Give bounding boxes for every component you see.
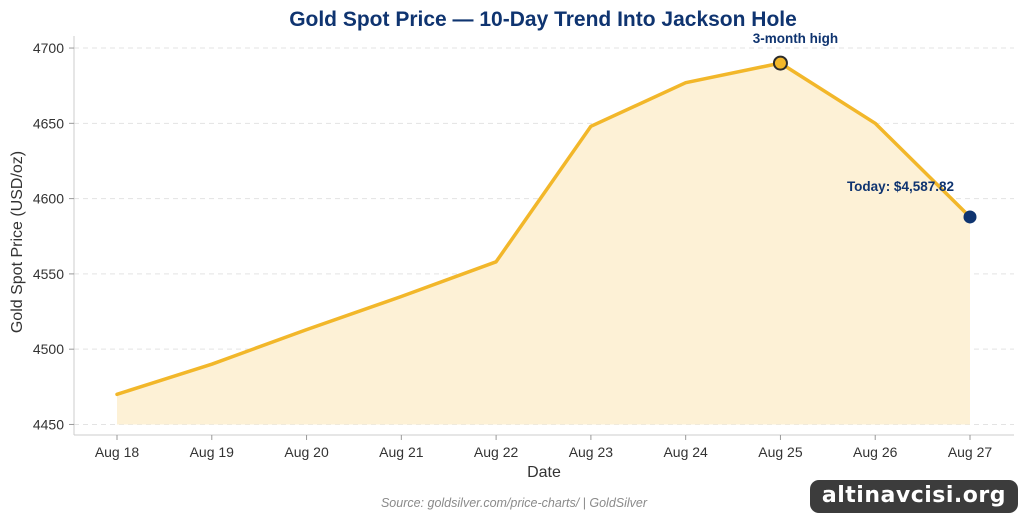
x-tick-label: Aug 24: [663, 444, 708, 460]
x-tick-label: Aug 26: [853, 444, 898, 460]
high-marker: [772, 55, 788, 71]
today-marker: [963, 210, 977, 224]
x-tick-label: Aug 22: [474, 444, 519, 460]
y-tick-label: 4550: [33, 266, 64, 282]
y-axis-label: Gold Spot Price (USD/oz): [9, 151, 26, 333]
x-tick-label: Aug 19: [190, 444, 235, 460]
chart-title: Gold Spot Price — 10-Day Trend Into Jack…: [289, 8, 797, 31]
annotation-today: Today: $4,587.82: [847, 179, 954, 194]
area-fill: [117, 63, 970, 425]
x-tick-label: Aug 27: [948, 444, 993, 460]
y-tick-label: 4650: [33, 115, 64, 131]
x-tick-label: Aug 20: [284, 444, 329, 460]
axes: [73, 36, 1014, 436]
x-tick-label: Aug 23: [569, 444, 614, 460]
annotation-high: 3-month high: [753, 31, 838, 46]
x-tick-label: Aug 21: [379, 444, 424, 460]
source-note: Source: goldsilver.com/price-charts/ | G…: [381, 496, 648, 510]
y-ticks: 4450 4500 4550 4600 4650 4700: [33, 40, 74, 432]
x-ticks: Aug 18 Aug 19 Aug 20 Aug 21 Aug 22 Aug 23 Aug …: [95, 435, 993, 460]
y-tick-label: 4500: [33, 341, 64, 357]
markers: [772, 55, 977, 224]
y-tick-label: 4700: [33, 40, 64, 56]
x-axis-label: Date: [527, 464, 561, 481]
watermark: altinavcisi.org: [809, 480, 1018, 513]
annotations: 3-month high Today: $4,587.82: [753, 31, 954, 194]
x-tick-label: Aug 25: [758, 444, 803, 460]
x-tick-label: Aug 18: [95, 444, 140, 460]
y-tick-label: 4600: [33, 191, 64, 207]
price-line: [115, 61, 972, 397]
y-tick-label: 4450: [33, 416, 64, 432]
